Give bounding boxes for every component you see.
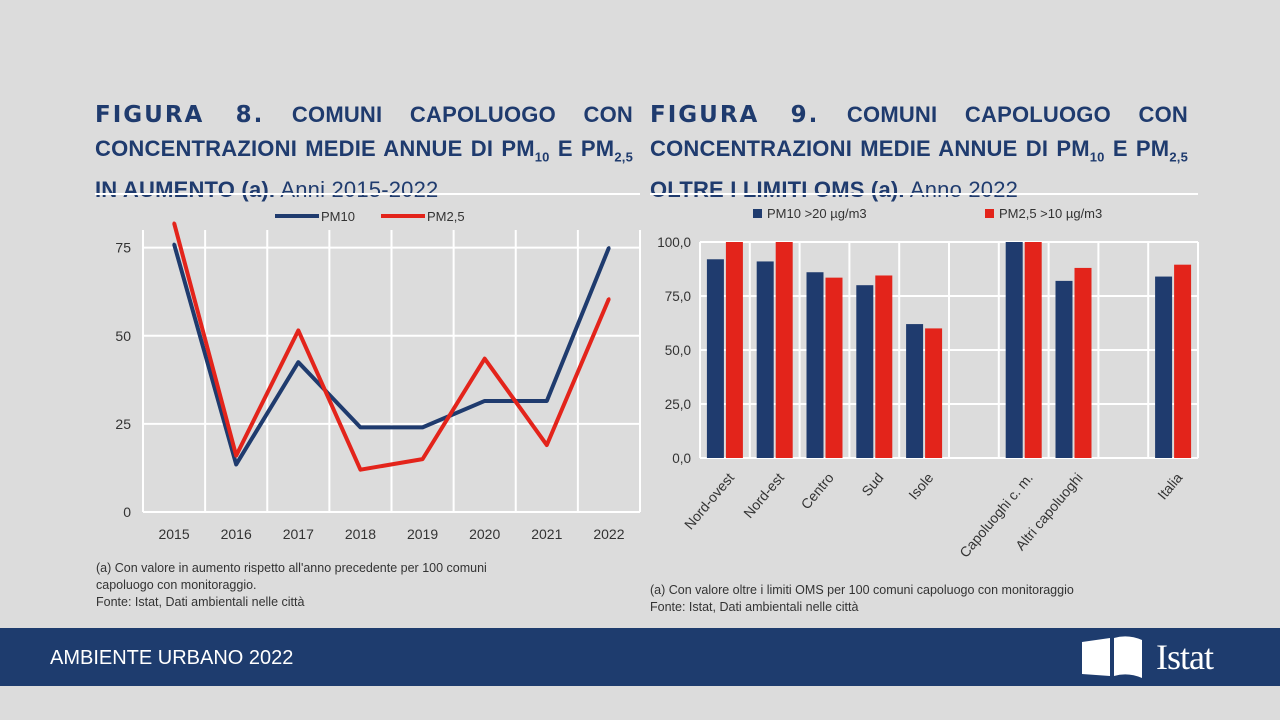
x-tick-label: 2020 (469, 526, 500, 542)
figure-9-years: Anno 2022 (904, 177, 1019, 203)
y-tick-label: 100,0 (657, 235, 691, 250)
figure-8-title-text: COMUNI CAPOLUOGO CON CONCENTRAZIONI MEDI… (95, 102, 633, 161)
bar-pm10 (706, 259, 724, 458)
y-tick-label: 0 (123, 504, 131, 520)
figure-9-bar-chart: 0,0 25,0 50,0 75,0 100,0 Nord-ovest Nord-est Ce… (657, 206, 1199, 560)
data-point (545, 399, 549, 403)
data-point (234, 454, 238, 458)
data-point (172, 221, 176, 225)
bar-pm25 (825, 277, 843, 458)
figure-9-sub25: 2,5 (1169, 149, 1188, 165)
figure-8-source: Fonte: Istat, Dati ambientali nelle citt… (96, 595, 305, 609)
bar-pm25 (1174, 264, 1192, 458)
figure-9-source: Fonte: Istat, Dati ambientali nelle citt… (650, 600, 859, 614)
series-line-pm25 (172, 222, 611, 472)
x-tick-label: Centro (798, 469, 837, 512)
footer-section-title: AMBIENTE URBANO 2022 (50, 647, 294, 669)
x-tick-label: Isole (905, 469, 936, 502)
bar-pm25 (1074, 267, 1092, 458)
x-tick-label: Sud (858, 470, 886, 499)
x-tick-label: Italia (1154, 469, 1185, 502)
bar-pm10 (1055, 280, 1073, 458)
y-tick-label: 50,0 (665, 343, 691, 358)
istat-logo-icon (1082, 636, 1142, 678)
x-tick-label: Nord-ovest (681, 470, 737, 533)
y-tick-label: 25,0 (665, 397, 691, 412)
bar-pm25 (875, 275, 893, 458)
figure-8-sub25: 2,5 (614, 149, 633, 165)
data-point (234, 462, 238, 466)
bar-pm10 (1005, 242, 1023, 458)
legend-label: PM2,5 >10 µg/m3 (999, 206, 1102, 221)
bar-pm10 (906, 324, 924, 458)
figure-8-title-mid: E PM (549, 136, 615, 161)
data-point (358, 425, 362, 429)
bar-pm25 (775, 242, 793, 458)
data-point (358, 468, 362, 472)
figure-8-footnote: (a) Con valore in aumento rispetto all'a… (96, 561, 487, 592)
y-tick-label: 75 (115, 240, 131, 256)
data-point (296, 328, 300, 332)
figure-9-sub10: 10 (1089, 149, 1105, 165)
figure-8-years: Anni 2015-2022 (275, 177, 439, 203)
figure-9-title-text: COMUNI CAPOLUOGO CON CONCENTRAZIONI MEDI… (650, 102, 1188, 161)
x-tick-label: 2018 (345, 526, 376, 542)
figure-8-sub10: 10 (534, 149, 550, 165)
data-point (607, 246, 611, 250)
figure-8-title: FIGURA 8. COMUNI CAPOLUOGO CON CONCENTRA… (95, 98, 633, 206)
y-tick-label: 25 (115, 416, 131, 432)
bar-pm10 (856, 285, 874, 458)
bar-pm10 (1155, 276, 1173, 458)
legend-label: PM2,5 (427, 209, 465, 224)
bar-pm25 (925, 328, 943, 458)
x-tick-label: 2017 (283, 526, 314, 542)
figure-9-title-end: OLTRE I LIMITI OMS (a). (650, 177, 905, 203)
legend-swatch (985, 209, 994, 218)
bar-pm25 (1024, 242, 1042, 458)
y-tick-label: 50 (115, 328, 131, 344)
figure-9-label: FIGURA 9. (650, 102, 820, 128)
data-point (483, 357, 487, 361)
x-tick-label: 2016 (221, 526, 252, 542)
figure-9-notes: (a) Con valore oltre i limiti OMS per 10… (650, 582, 1210, 616)
series-line-pm10 (172, 243, 611, 467)
bar-pm25 (725, 242, 743, 458)
data-point (545, 443, 549, 447)
data-point (421, 425, 425, 429)
data-point (172, 242, 176, 246)
figure-9-footnote: (a) Con valore oltre i limiti OMS per 10… (650, 583, 1074, 597)
figure-8-notes: (a) Con valore in aumento rispetto all'a… (96, 560, 546, 611)
x-tick-label: Nord-est (740, 470, 787, 521)
bar-pm10 (756, 261, 774, 458)
y-tick-label: 0,0 (672, 451, 691, 466)
data-point (421, 457, 425, 461)
figure-8-label: FIGURA 8. (95, 102, 265, 128)
figure-9-title: FIGURA 9. COMUNI CAPOLUOGO CON CONCENTRA… (650, 98, 1188, 206)
y-tick-label: 75,0 (665, 289, 691, 304)
data-point (296, 360, 300, 364)
x-tick-label: 2022 (593, 526, 624, 542)
legend-label: PM10 (321, 209, 355, 224)
istat-logo-text: Istat (1156, 637, 1214, 677)
footer-bar: AMBIENTE URBANO 2022 Istat (0, 628, 1280, 686)
bar-pm10 (806, 272, 824, 458)
legend-label: PM10 >20 µg/m3 (767, 206, 867, 221)
figure-9-divider (650, 193, 1198, 195)
x-tick-label: 2021 (531, 526, 562, 542)
x-tick-label: 2015 (158, 526, 189, 542)
figure-8-divider (95, 193, 640, 195)
legend-swatch (753, 209, 762, 218)
data-point (607, 297, 611, 301)
figure-8-title-end: IN AUMENTO (a). (95, 177, 276, 203)
figure-8-line-chart: 0 25 50 75 2015 2016 2017 2018 2019 2020 2021 2022 P… (115, 209, 641, 542)
x-tick-label: 2019 (407, 526, 438, 542)
figure-9-title-mid: E PM (1104, 136, 1170, 161)
data-point (483, 399, 487, 403)
